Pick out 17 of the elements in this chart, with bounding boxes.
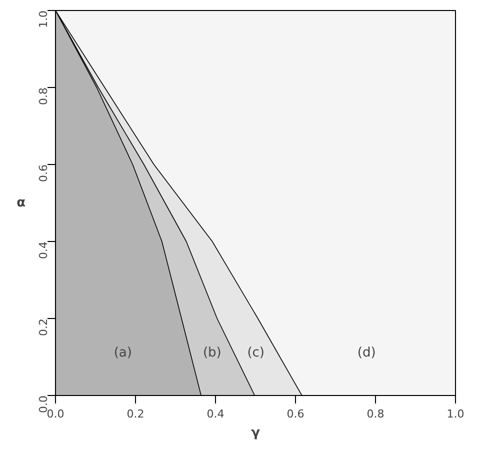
x-tick-label: 0.0 — [46, 408, 64, 420]
y-tick-label: 0.2 — [37, 318, 50, 336]
annotation: (a) — [114, 346, 132, 361]
y-tick-label: 1.0 — [37, 10, 50, 28]
x-axis-title: γ — [251, 426, 260, 440]
y-tick-label: 0.4 — [37, 241, 50, 259]
x-tick-label: 0.2 — [126, 408, 144, 420]
annotation: (d) — [357, 346, 376, 361]
x-tick-label: 0.4 — [206, 408, 224, 420]
annotation: (b) — [202, 346, 222, 361]
x-tick-label: 0.6 — [286, 408, 304, 420]
y-tick-label: 0.8 — [37, 87, 50, 105]
x-tick-label: 0.8 — [366, 408, 384, 420]
y-axis-title: α — [16, 196, 26, 210]
annotation: (c) — [247, 346, 265, 361]
x-tick-label: 1.0 — [446, 408, 464, 420]
y-tick-label: 0.6 — [37, 164, 50, 182]
